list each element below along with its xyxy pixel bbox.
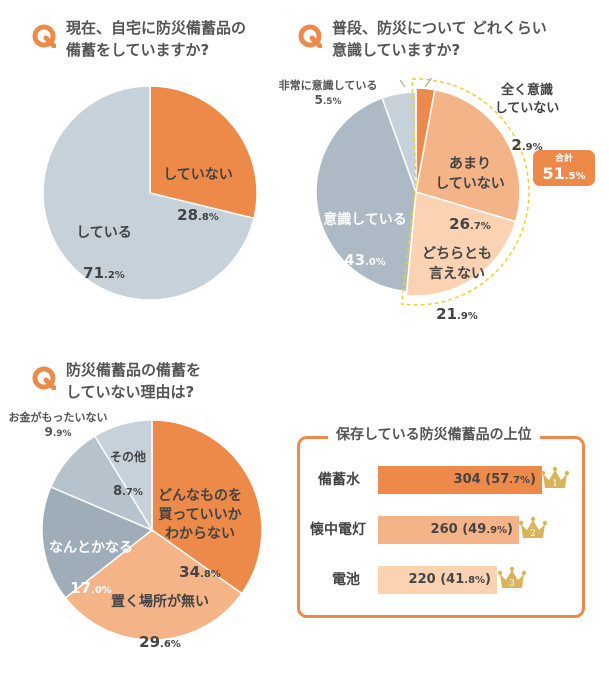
ranking-value: 304 (57.7%)	[453, 472, 536, 487]
q2-label-not-at-all: 全く意識 していない 2.9%	[494, 83, 560, 154]
q2-label-very-aware: 非常に意識している 5.5%	[278, 79, 378, 107]
q3-slice-0	[151, 419, 263, 595]
q-badge-icon	[32, 24, 56, 48]
ranking-bar: 220 (41.8%)	[378, 566, 497, 594]
q2-label-aware: 意識している 43.0%	[323, 212, 407, 269]
q2-slice-2	[405, 191, 517, 297]
q3-pie-chart	[41, 419, 263, 641]
q1-label-stocking: している 71.2%	[54, 203, 154, 306]
q2-slice-3	[315, 96, 417, 293]
ranking-bar: 304 (57.7%)	[378, 466, 542, 494]
q2-leader-line	[424, 78, 433, 88]
q2-leader-line	[399, 79, 406, 88]
ranking-item-name: 備蓄水	[318, 472, 360, 488]
ranking-value: 260 (49.9%)	[430, 522, 513, 537]
ranking-value: 220 (41.8%)	[408, 572, 491, 587]
q1-label-name: していない	[163, 167, 233, 183]
ranking-item-name: 懐中電灯	[310, 522, 366, 538]
q2-label-not-much: あまり していない 26.7%	[435, 156, 505, 233]
q-badge-icon	[32, 366, 56, 390]
crown-rank-3-icon: 3	[497, 566, 527, 589]
crown-rank-2-icon: 2	[518, 516, 548, 539]
q3-title: 防災備蓄品の備蓄を していない理由は?	[66, 361, 202, 401]
ranking-row: 備蓄水 304 (57.7%)	[310, 465, 580, 495]
q3-label-dont-know: どんなものを 買っていいか わからない 34.8%	[158, 488, 242, 581]
q2-highlight-outline	[400, 78, 530, 306]
q2-label-neither: どちらとも 言えない 21.9%	[422, 246, 492, 323]
crown-rank-1-icon: 1	[540, 466, 570, 489]
ranking-row: 電池 220 (41.8%)	[310, 565, 580, 595]
q3-label-other: その他 8.7%	[109, 450, 146, 499]
q1-label-not-stocking: していない 28.8%	[148, 145, 248, 248]
ranking-bar: 260 (49.9%)	[378, 516, 519, 544]
ranking-title: 保存している防災備蓄品の上位	[328, 424, 540, 444]
q2-total-badge: 合計 51.5%	[533, 150, 595, 186]
q2-title: 普段、防災について どれくらい 意識していますか?	[332, 19, 547, 59]
svg-text:3: 3	[509, 579, 515, 589]
q1-slice-1	[42, 85, 255, 301]
ranking-row: 懐中電灯 260 (49.9%)	[310, 515, 580, 545]
q3-label-waste-money: お金がもったいない 9.9%	[8, 411, 108, 439]
q3-slice-2	[41, 485, 154, 600]
q1-slice-0	[149, 85, 258, 220]
q1-title: 現在、自宅に防災備蓄品の 備蓄をしていますか?	[66, 19, 247, 59]
q2-slice-1	[415, 88, 521, 223]
q1-pie-chart	[42, 85, 258, 301]
q3-label-no-space: 置く場所が無い 29.6%	[111, 594, 209, 651]
q2-slice-4	[381, 91, 417, 193]
svg-text:2: 2	[530, 529, 536, 539]
q3-slice-4	[93, 419, 153, 533]
q2-pie-chart	[315, 78, 530, 306]
q1-label-name: している	[76, 225, 132, 241]
ranking-item-name: 電池	[332, 572, 360, 588]
q3-label-manage-somehow: なんとかなる 17.0%	[49, 540, 133, 597]
svg-text:1: 1	[552, 479, 558, 489]
q-badge-icon	[298, 24, 322, 48]
q3-slice-1	[64, 529, 243, 641]
